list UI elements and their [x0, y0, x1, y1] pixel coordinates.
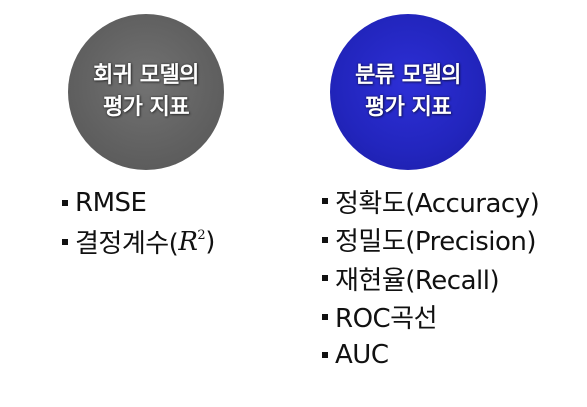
- metric-label: ROC곡선: [335, 304, 438, 335]
- metric-label-prefix: 결정계수(: [75, 229, 179, 260]
- regression-title-line1: 회귀 모델의: [93, 63, 199, 88]
- bullet-icon: [62, 200, 68, 207]
- metric-label: 재현율(Recall): [335, 265, 500, 296]
- classification-metric-accuracy: 정확도(Accuracy): [322, 182, 540, 221]
- formula-base: R: [178, 226, 198, 257]
- classification-metrics-circle: 분류 모델의 평가 지표: [330, 14, 486, 170]
- bullet-icon: [322, 313, 328, 320]
- classification-metric-roc-curve: ROC곡선: [322, 298, 539, 337]
- classification-metrics-list: 정확도(Accuracy) 정밀도(Precision) 재현율(Recall)…: [322, 182, 540, 375]
- metric-label-suffix: ): [205, 226, 215, 257]
- classification-title-line1: 분류 모델의: [355, 63, 461, 88]
- bullet-icon: [322, 198, 328, 205]
- bullet-icon: [62, 238, 68, 245]
- classification-metric-precision: 정밀도(Precision): [322, 221, 539, 260]
- regression-metrics-circle: 회귀 모델의 평가 지표: [68, 14, 224, 170]
- formula-exponent: 2: [197, 227, 206, 243]
- classification-title-line2: 평가 지표: [364, 95, 452, 120]
- regression-metrics-list: RMSE 결정계수(R2): [62, 184, 215, 261]
- regression-metric-rmse: RMSE: [62, 184, 215, 223]
- regression-metric-r-squared: 결정계수(R2): [62, 223, 215, 262]
- metric-label: RMSE: [75, 188, 147, 219]
- metric-label: 정확도(Accuracy): [335, 188, 540, 219]
- metric-label: AUC: [335, 340, 389, 371]
- bullet-icon: [322, 275, 328, 282]
- classification-metric-recall: 재현율(Recall): [322, 259, 539, 298]
- classification-metric-auc: AUC: [322, 336, 539, 375]
- regression-title-line2: 평가 지표: [102, 95, 190, 120]
- metric-label: 정밀도(Precision): [335, 227, 537, 258]
- bullet-icon: [322, 352, 328, 359]
- r-squared-formula: R2: [178, 227, 205, 257]
- bullet-icon: [322, 236, 328, 243]
